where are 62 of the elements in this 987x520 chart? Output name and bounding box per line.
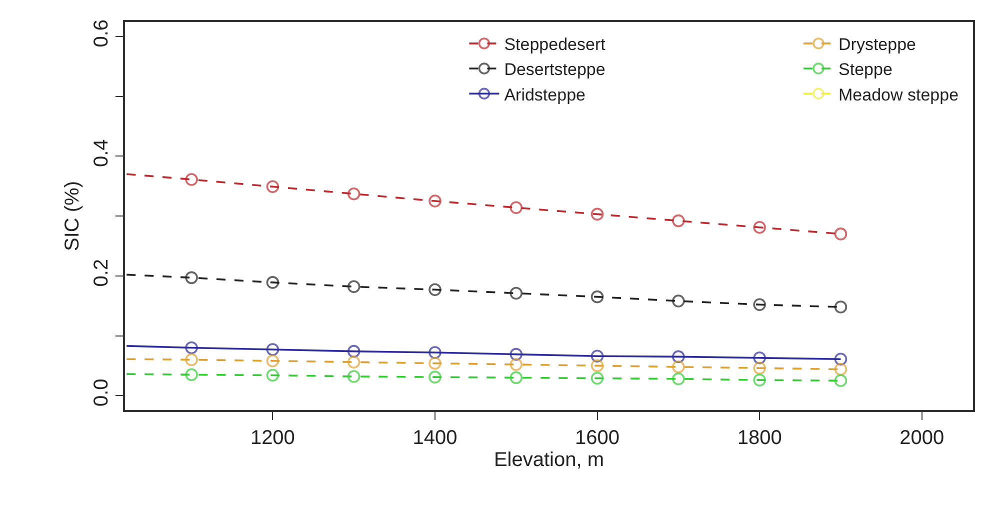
point <box>185 368 198 382</box>
x-tick-label: 1800 <box>737 426 782 449</box>
point <box>266 343 280 356</box>
point <box>834 228 848 240</box>
y-axis-title: SIC (%) <box>61 181 84 251</box>
point <box>672 372 685 386</box>
point <box>672 294 685 308</box>
y-tick-label: 0.2 <box>90 258 112 287</box>
x-axis-title: Elevation, m <box>494 448 604 471</box>
point <box>510 358 523 371</box>
point <box>347 370 360 383</box>
point <box>753 374 766 386</box>
point <box>185 353 198 366</box>
point <box>834 352 848 366</box>
point <box>672 360 685 374</box>
point <box>428 283 442 296</box>
legend-label: Steppedesert <box>504 35 606 54</box>
x-tick-label: 1200 <box>250 426 295 449</box>
x-tick-label: 1600 <box>575 426 620 449</box>
point <box>753 362 766 374</box>
point <box>266 276 280 289</box>
point <box>834 300 848 314</box>
point <box>834 374 848 388</box>
point <box>428 356 442 370</box>
point <box>266 180 280 194</box>
point <box>347 187 360 200</box>
point <box>266 368 280 382</box>
point <box>590 208 604 221</box>
point <box>510 286 523 300</box>
point <box>753 298 766 312</box>
x-tick-label: 2000 <box>900 426 944 449</box>
point <box>672 350 685 364</box>
point <box>185 271 198 284</box>
point <box>672 214 685 228</box>
point <box>266 354 280 368</box>
legend-label: Meadow steppe <box>838 85 959 104</box>
point <box>185 341 198 354</box>
point <box>834 362 848 376</box>
legend-label: Drysteppe <box>838 35 916 54</box>
legend-label: Desertsteppe <box>504 60 606 80</box>
point <box>753 220 766 234</box>
y-tick-label: 0.6 <box>90 19 112 48</box>
point <box>510 201 523 214</box>
point <box>347 344 360 358</box>
point <box>185 173 198 186</box>
point <box>753 352 766 364</box>
legend-label: Aridsteppe <box>504 85 586 104</box>
legend-label: Steppe <box>838 60 892 80</box>
point <box>347 356 360 368</box>
point <box>428 346 442 359</box>
point <box>590 290 604 304</box>
point <box>590 350 604 363</box>
point <box>510 371 523 384</box>
point <box>347 280 360 294</box>
y-tick-label: 0.0 <box>90 378 112 407</box>
point <box>590 372 604 385</box>
y-tick-label: 0.4 <box>90 139 112 168</box>
point <box>510 348 523 361</box>
point <box>590 359 604 372</box>
point <box>428 370 442 384</box>
point <box>428 194 442 208</box>
x-tick-label: 1400 <box>412 426 458 449</box>
